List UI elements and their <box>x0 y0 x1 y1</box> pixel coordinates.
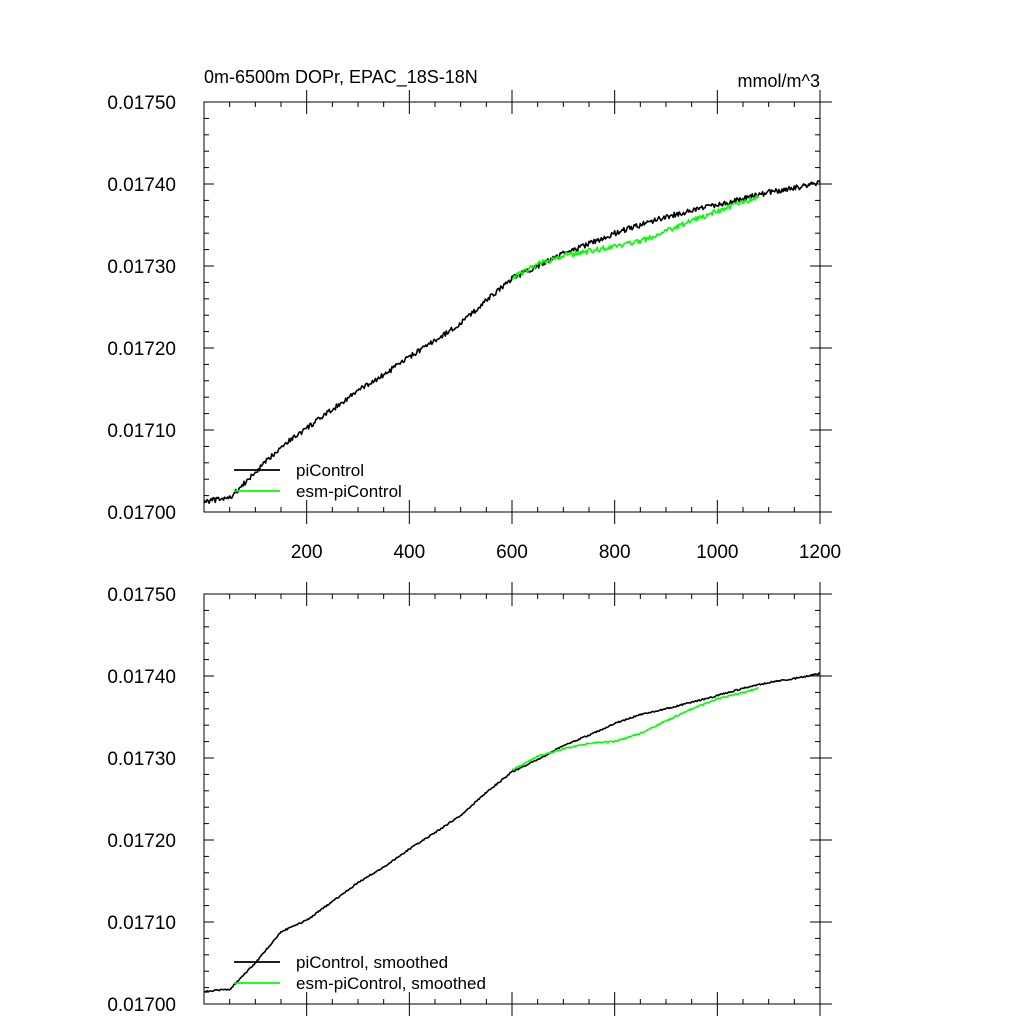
x-tick-label: 800 <box>599 542 631 563</box>
top-panel: 200 400 600 800 1000 1200 0.01700 0.01710 0.0172… <box>107 90 841 563</box>
y-tick-label: 0.01700 <box>107 503 176 524</box>
y-tick-label: 0.01750 <box>107 585 176 606</box>
chart-units: mmol/m^3 <box>738 71 820 91</box>
y-tick-label: 0.01710 <box>107 421 176 442</box>
legend-label: piControl, smoothed <box>296 953 448 972</box>
y-tick-label: 0.01720 <box>107 831 176 852</box>
legend-label: esm-piControl <box>296 482 402 501</box>
legend-label: piControl <box>296 461 364 480</box>
x-tick-label: 1200 <box>799 542 841 563</box>
series-line-picontrol <box>203 672 821 993</box>
y-tick-label: 0.01750 <box>107 93 176 114</box>
y-tick-label: 0.01700 <box>107 995 176 1016</box>
x-tick-label: 200 <box>291 542 323 563</box>
y-tick-label: 0.01740 <box>107 667 176 688</box>
series-line-esm-picontrol <box>511 687 759 771</box>
bottom-panel: 0.01700 0.01710 0.01720 0.01730 0.01740 0.017… <box>107 582 832 1016</box>
y-tick-label: 0.01710 <box>107 913 176 934</box>
y-tick-label: 0.01730 <box>107 749 176 770</box>
chart-title: 0m-6500m DOPr, EPAC_18S-18N <box>204 67 478 88</box>
x-tick-label: 400 <box>393 542 425 563</box>
series-line-esm-picontrol <box>511 194 760 281</box>
legend-label: esm-piControl, smoothed <box>296 974 486 993</box>
series-line-picontrol <box>203 180 821 504</box>
y-tick-label: 0.01730 <box>107 257 176 278</box>
plot-frame <box>203 593 821 1005</box>
x-tick-label: 600 <box>496 542 528 563</box>
x-tick-label: 1000 <box>696 542 738 563</box>
y-tick-label: 0.01720 <box>107 339 176 360</box>
plot-frame <box>203 101 821 513</box>
y-tick-label: 0.01740 <box>107 175 176 196</box>
